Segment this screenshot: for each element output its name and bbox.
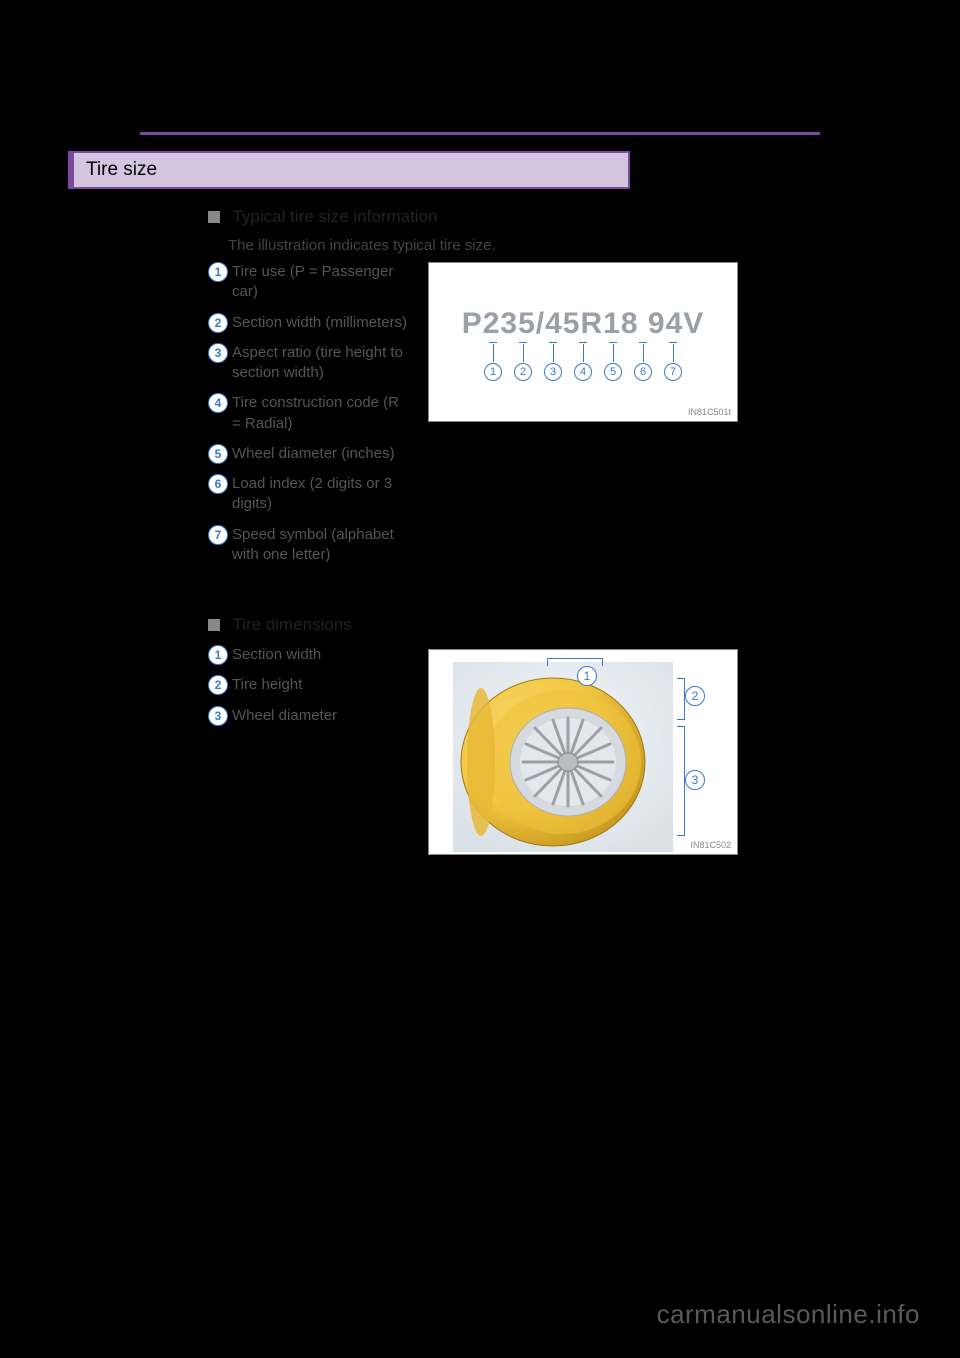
code-part: 235 [483, 307, 536, 340]
dimension-bracket [677, 678, 685, 720]
legend-item: 7Speed symbol (alphabet with one letter) [208, 525, 408, 566]
code-part: 94 [648, 307, 683, 340]
subsection-intro: The illustration indicates typical tire … [228, 237, 560, 254]
code-part: V [683, 307, 704, 340]
legend-item: 4Tire construction code (R = Radial) [208, 393, 408, 434]
dimension-bracket [677, 726, 685, 836]
legend-number-icon: 1 [208, 262, 228, 282]
section-heading-bar: Tire size [68, 151, 630, 189]
code-part: P [462, 307, 483, 340]
dimension-bracket [547, 658, 603, 666]
figure-id: IN81C502 [690, 840, 731, 850]
legend-item: 2Section width (millimeters) [208, 313, 408, 333]
legend-number-icon: 2 [208, 313, 228, 333]
header-divider [140, 132, 820, 135]
tire-code-annotations: 1 2 3 4 5 6 7 [429, 363, 737, 381]
tire-illustration [453, 662, 673, 852]
annot-circle-icon: 3 [685, 770, 705, 790]
code-part: 18 [603, 307, 638, 340]
subsection-title: Tire dimensions [232, 615, 351, 635]
legend-number-icon: 5 [208, 444, 228, 464]
legend-item: 3Aspect ratio (tire height to section wi… [208, 343, 408, 384]
legend-item: 2Tire height [208, 675, 408, 695]
annot-marker: 1 [577, 666, 597, 686]
subsection-bullet-icon [208, 619, 220, 631]
legend-list-1: 1Tire use (P = Passenger car) 2Section w… [208, 262, 408, 575]
legend-label: Load index (2 digits or 3 digits) [232, 474, 408, 515]
tire-code-text: P235/45R18 94V [429, 307, 737, 341]
annot-circle-icon: 1 [577, 666, 597, 686]
annot-circle-icon: 6 [634, 363, 652, 381]
figure-tire-dimensions: 1 2 3 IN81C502 [428, 645, 738, 855]
legend-number-icon: 4 [208, 393, 228, 413]
annot-marker: 2 [685, 686, 705, 706]
legend-label: Section width (millimeters) [232, 313, 407, 333]
legend-label: Wheel diameter (inches) [232, 444, 395, 464]
subsection-tire-dimensions: Tire dimensions 1Section width 2Tire hei… [208, 615, 560, 855]
annot-circle-icon: 3 [544, 363, 562, 381]
section-heading-text: Tire size [86, 159, 157, 180]
annot-marker: 3 [685, 770, 705, 790]
figure-id: IN81C501t [688, 407, 731, 417]
annot-circle-icon: 2 [514, 363, 532, 381]
annot-circle-icon: 4 [574, 363, 592, 381]
subsection-title: Typical tire size information [232, 207, 437, 227]
legend-item: 5Wheel diameter (inches) [208, 444, 408, 464]
code-part: R [581, 307, 604, 340]
annot-circle-icon: 5 [604, 363, 622, 381]
figure-tire-code: P235/45R18 94V 1 2 3 4 5 6 7 IN81C501t [428, 262, 738, 422]
watermark-text: carmanualsonline.info [657, 1299, 920, 1330]
legend-item: 1Tire use (P = Passenger car) [208, 262, 408, 303]
legend-number-icon: 6 [208, 474, 228, 494]
annot-circle-icon: 7 [664, 363, 682, 381]
legend-label: Speed symbol (alphabet with one letter) [232, 525, 408, 566]
legend-label: Wheel diameter [232, 706, 337, 726]
legend-label: Tire use (P = Passenger car) [232, 262, 408, 303]
legend-label: Section width [232, 645, 321, 665]
legend-label: Tire construction code (R = Radial) [232, 393, 408, 434]
legend-label: Aspect ratio (tire height to section wid… [232, 343, 408, 384]
code-part: /45 [536, 307, 581, 340]
legend-number-icon: 1 [208, 645, 228, 665]
legend-item: 3Wheel diameter [208, 706, 408, 726]
legend-number-icon: 2 [208, 675, 228, 695]
legend-number-icon: 3 [208, 706, 228, 726]
annot-circle-icon: 2 [685, 686, 705, 706]
legend-number-icon: 7 [208, 525, 228, 545]
legend-number-icon: 3 [208, 343, 228, 363]
annot-circle-icon: 1 [484, 363, 502, 381]
subsection-tire-size-info: Typical tire size information The illust… [208, 207, 560, 575]
legend-list-2: 1Section width 2Tire height 3Wheel diame… [208, 645, 408, 736]
legend-item: 1Section width [208, 645, 408, 665]
legend-item: 6Load index (2 digits or 3 digits) [208, 474, 408, 515]
legend-label: Tire height [232, 675, 302, 695]
subsection-bullet-icon [208, 211, 220, 223]
